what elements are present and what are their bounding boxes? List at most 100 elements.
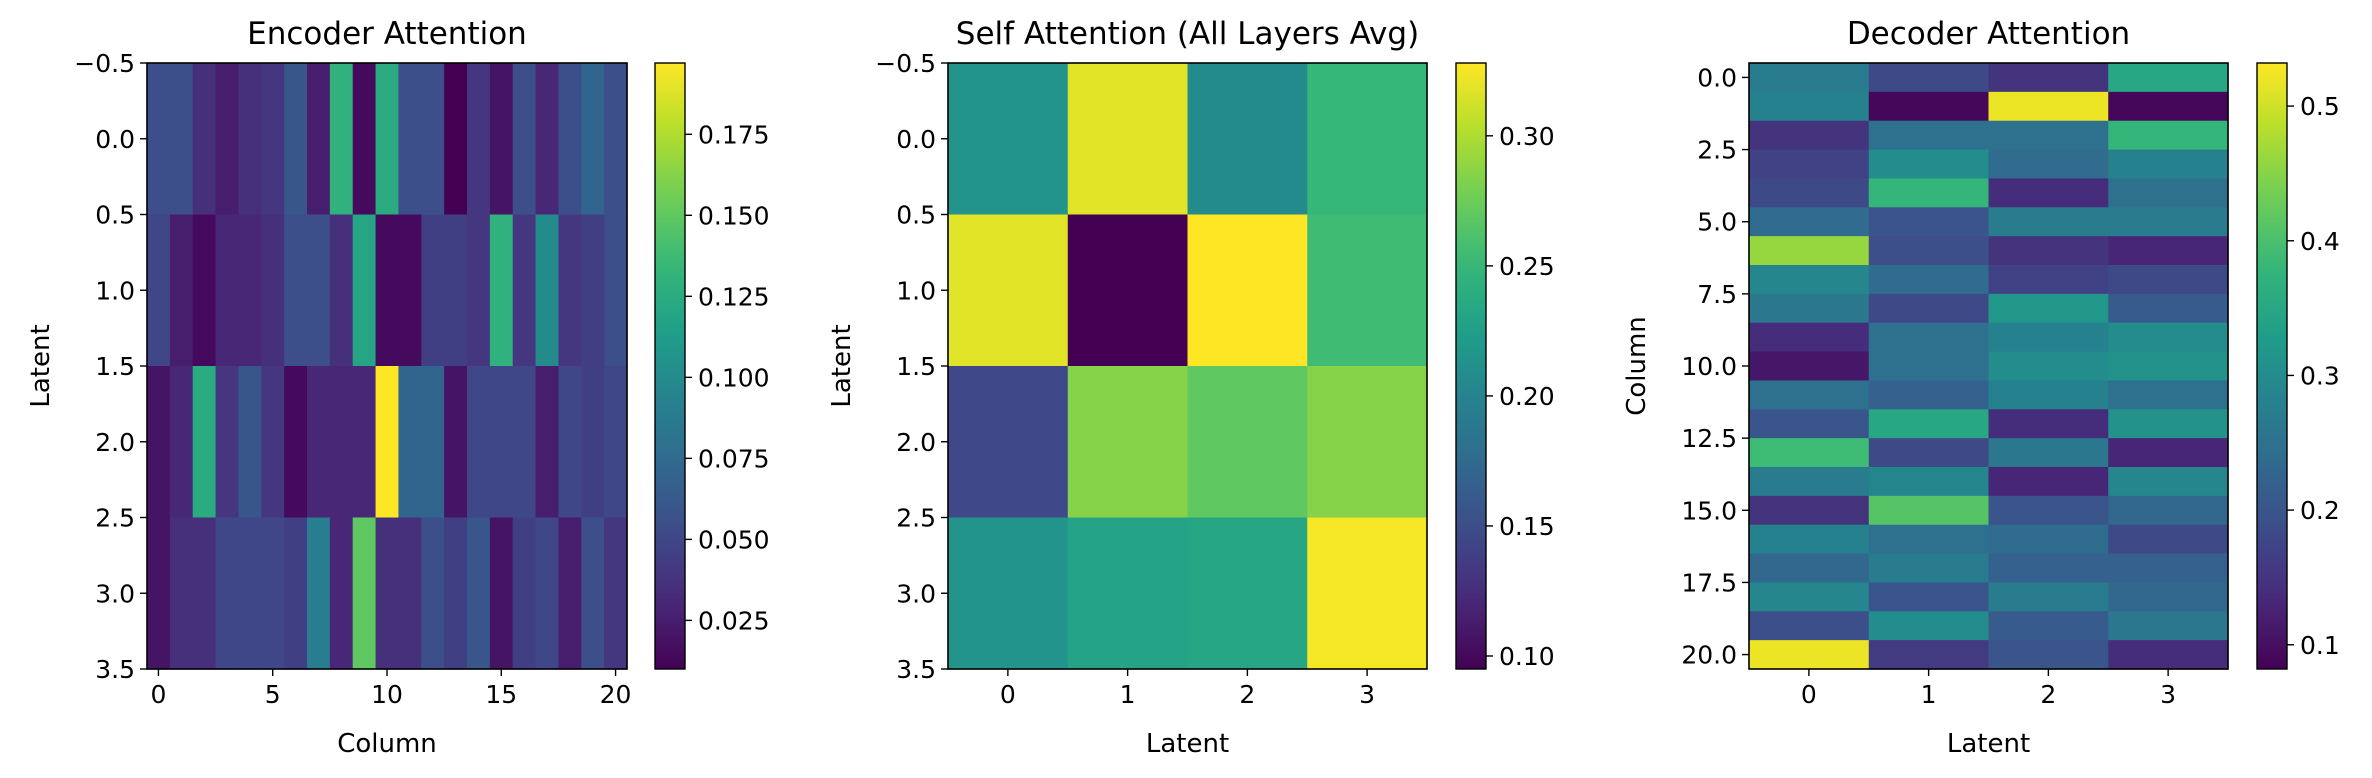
heatmap-cell: [1868, 207, 1990, 237]
y-tick-label: 3.5: [896, 655, 936, 684]
heatmap-cell: [1749, 265, 1870, 295]
heatmap-cell: [948, 366, 1069, 519]
heatmap-cell: [604, 63, 628, 216]
heatmap-cell: [2108, 265, 2229, 295]
heatmap-cell: [1749, 63, 1870, 93]
heatmap-cell: [215, 517, 240, 670]
heatmap-cell: [147, 63, 171, 216]
heatmap-cell: [1868, 467, 1990, 497]
heatmap-cell: [1749, 351, 1870, 382]
heatmap-cell: [2108, 91, 2229, 122]
heatmap-cell: [284, 517, 308, 670]
heatmap-cell: [1749, 120, 1870, 151]
heatmap-cell: [948, 63, 1069, 216]
heatmap-cell: [1749, 293, 1870, 324]
heatmap-cell: [2108, 178, 2229, 208]
heatmap-cell: [489, 63, 514, 216]
x-tick-label: 5: [265, 680, 281, 709]
y-tick-label: 0.0: [1697, 63, 1737, 92]
heatmap-cell: [1988, 524, 2109, 555]
heatmap-cell: [2108, 438, 2229, 468]
heatmap-cell: [2108, 611, 2229, 641]
heatmap-cell: [1749, 495, 1870, 526]
heatmap-cell: [1988, 207, 2109, 237]
x-tick-label: 2: [1239, 680, 1255, 709]
heatmap-cell: [581, 214, 605, 367]
heatmap-cell: [1749, 207, 1870, 237]
heatmap-cell: [2108, 207, 2229, 237]
heatmap-cell: [512, 517, 537, 670]
y-tick-label: 10.0: [1681, 352, 1737, 381]
heatmap-cell: [444, 214, 468, 367]
heatmap-cell: [1749, 640, 1870, 670]
heatmap-cell: [1067, 214, 1189, 367]
heatmap-cell: [2108, 120, 2229, 151]
heatmap-cell: [1749, 553, 1870, 584]
x-tick-label: 3: [2160, 680, 2176, 709]
colorbar-tick-label: 0.25: [1499, 252, 1555, 281]
heatmap-cell: [1868, 178, 1990, 208]
heatmap-cell: [948, 517, 1069, 670]
x-tick-label: 0: [1000, 680, 1016, 709]
x-axis-label: Latent: [1947, 729, 2030, 759]
heatmap-cell: [1067, 517, 1189, 670]
y-tick-label: 7.5: [1697, 280, 1737, 309]
heatmap-cell: [329, 366, 354, 519]
heatmap-cell: [535, 366, 560, 519]
heatmap-cell: [2108, 63, 2229, 93]
heatmap-cell: [1067, 63, 1189, 216]
heatmap-cell: [329, 63, 354, 216]
heatmap-cell: [307, 214, 331, 367]
heatmap-cell: [1868, 380, 1990, 410]
heatmap-cell: [261, 517, 285, 670]
y-tick-label: 3.5: [95, 655, 135, 684]
colorbar-tick-label: 0.30: [1499, 122, 1555, 151]
heatmap-cell: [1988, 149, 2109, 180]
heatmap-cell: [329, 517, 354, 670]
colorbar-tick-label: 0.100: [698, 363, 770, 392]
heatmap-cell: [375, 214, 400, 367]
x-axis-label: Column: [337, 729, 437, 759]
heatmap-cell: [1988, 380, 2109, 410]
heatmap-cell: [535, 63, 560, 216]
colorbar-tick-label: 0.3: [2300, 361, 2340, 390]
y-tick-label: 12.5: [1681, 424, 1737, 453]
heatmap-cell: [558, 63, 582, 216]
heatmap-cell: [238, 214, 262, 367]
heatmap-cell: [1749, 467, 1870, 497]
heatmap-cell: [1749, 178, 1870, 208]
heatmap-cell: [307, 366, 331, 519]
heatmap-cell: [2108, 380, 2229, 410]
heatmap-cell: [1988, 178, 2109, 208]
colorbar: [2256, 62, 2288, 670]
colorbar-tick-label: 0.175: [698, 120, 770, 149]
heatmap-cell: [1988, 236, 2109, 266]
heatmap-cell: [238, 517, 262, 670]
heatmap-cell: [1988, 611, 2109, 641]
colorbar-tick-label: 0.4: [2300, 227, 2340, 256]
y-tick-label: 3.0: [95, 579, 135, 608]
heatmap-cell: [2108, 553, 2229, 584]
heatmap-cell: [375, 366, 400, 519]
heatmap-cell: [1307, 366, 1428, 519]
heatmap-cell: [352, 366, 377, 519]
heatmap-cell: [1868, 293, 1990, 324]
heatmap-cell: [2108, 236, 2229, 266]
heatmap-cell: [192, 366, 217, 519]
heatmap-cell: [398, 63, 422, 216]
heatmap-cell: [261, 214, 285, 367]
heatmap-cell: [604, 517, 628, 670]
heatmap-cell: [535, 214, 560, 367]
heatmap-cell: [1988, 582, 2109, 612]
heatmap-cell: [147, 366, 171, 519]
heatmap-cell: [421, 366, 445, 519]
heatmap-cell: [2108, 409, 2229, 439]
heatmap-cell: [1868, 582, 1990, 612]
colorbar-tick-label: 0.20: [1499, 382, 1555, 411]
y-tick-label: 2.5: [1697, 136, 1737, 165]
heatmap-cell: [2108, 467, 2229, 497]
x-axis-label: Latent: [1146, 729, 1229, 759]
heatmap-cell: [2108, 524, 2229, 555]
y-tick-label: 2.5: [95, 504, 135, 533]
